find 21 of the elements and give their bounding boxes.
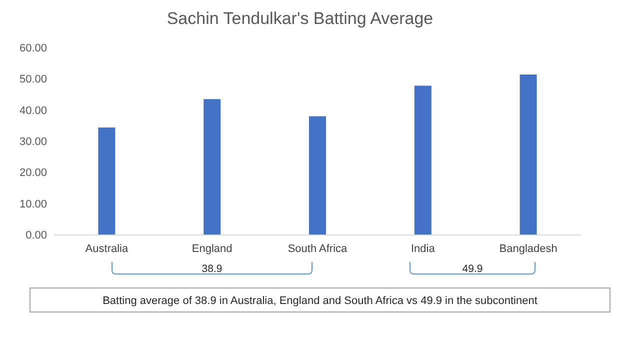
y-tick-label: 0.00 bbox=[26, 230, 47, 242]
y-tick-label: 50.00 bbox=[19, 74, 47, 86]
text: 38.9 bbox=[202, 263, 222, 275]
text: 49.9 bbox=[462, 263, 483, 275]
y-tick-label: 20.00 bbox=[19, 167, 47, 180]
text: Batting average of 38.9 in Australia, England and South Africa vs 49.9 in the subcontinent bbox=[102, 295, 538, 307]
y-tick-label: 40.00 bbox=[19, 104, 47, 117]
y-tick-label: 10.00 bbox=[19, 198, 47, 210]
bar bbox=[520, 74, 537, 235]
bar bbox=[98, 127, 116, 235]
x-tick-label: South Africa bbox=[288, 242, 348, 255]
bar bbox=[204, 99, 221, 235]
x-tick-label: India bbox=[410, 242, 436, 255]
x-tick-label: England bbox=[192, 242, 232, 255]
y-tick-label: 60.00 bbox=[19, 42, 47, 55]
x-tick-label: Australia bbox=[85, 242, 129, 255]
y-tick-label: 30.00 bbox=[19, 136, 47, 148]
x-tick-label: Bangladesh bbox=[499, 242, 558, 255]
bar bbox=[309, 116, 326, 235]
chart-title: Sachin Tendulkar's Batting Average bbox=[166, 9, 434, 28]
bar bbox=[414, 86, 432, 235]
